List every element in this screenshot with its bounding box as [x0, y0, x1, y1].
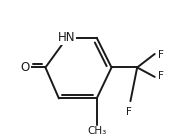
Text: O: O — [21, 61, 30, 74]
Text: CH₃: CH₃ — [87, 126, 106, 136]
Text: F: F — [158, 71, 164, 81]
Text: HN: HN — [58, 31, 76, 44]
Text: F: F — [126, 107, 132, 117]
Text: F: F — [158, 50, 164, 60]
